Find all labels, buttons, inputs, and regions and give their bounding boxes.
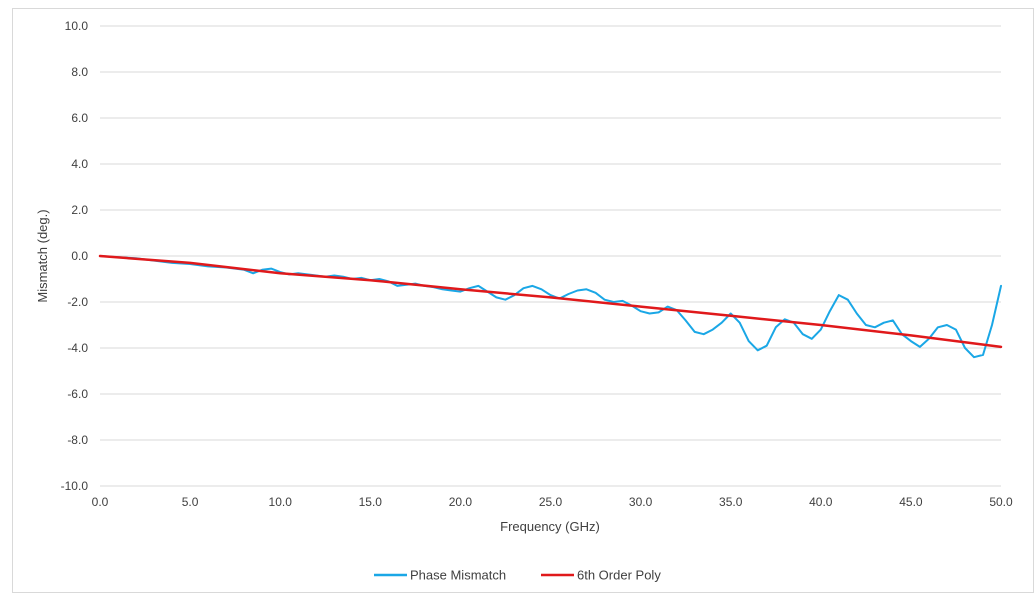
x-tick-label: 25.0	[539, 495, 563, 509]
x-tick-label: 40.0	[809, 495, 833, 509]
y-tick-label: 8.0	[71, 65, 88, 79]
y-tick-label: 2.0	[71, 203, 88, 217]
x-axis-title: Frequency (GHz)	[500, 519, 600, 534]
x-tick-label: 5.0	[182, 495, 199, 509]
series-line-phase-mismatch	[99, 255, 1002, 359]
y-tick-label: -10.0	[61, 479, 89, 493]
plot-area	[98, 254, 1003, 359]
y-tick-label: -4.0	[67, 341, 88, 355]
legend-label: 6th Order Poly	[577, 568, 661, 583]
x-tick-label: 0.0	[92, 495, 109, 509]
chart-frame	[12, 8, 1034, 593]
y-tick-label: 6.0	[71, 111, 88, 125]
y-tick-label: 4.0	[71, 157, 88, 171]
legend: Phase Mismatch 6th Order Poly	[374, 568, 661, 583]
x-tick-label: 50.0	[989, 495, 1013, 509]
series-line-poly-fit	[98, 254, 1003, 349]
x-tick-label: 35.0	[719, 495, 743, 509]
gridlines	[100, 25, 1001, 487]
x-tick-label: 30.0	[629, 495, 653, 509]
x-tick-label: 10.0	[269, 495, 293, 509]
x-tick-label: 15.0	[359, 495, 383, 509]
x-tick-labels: 0.0 5.0 10.0 15.0 20.0 25.0 30.0 35.0 40.0 45.0 50…	[92, 495, 1013, 509]
x-tick-label: 45.0	[899, 495, 923, 509]
y-tick-label: 10.0	[65, 19, 89, 33]
x-tick-label: 20.0	[449, 495, 473, 509]
y-tick-label: -2.0	[67, 295, 88, 309]
y-axis-title: Mismatch (deg.)	[35, 209, 50, 302]
y-tick-labels: 10.0 8.0 6.0 4.0 2.0 0.0 -2.0 -4.0 -6.0 -8.0 -10.0	[61, 19, 89, 493]
y-tick-label: -6.0	[67, 387, 88, 401]
legend-label: Phase Mismatch	[410, 568, 506, 583]
y-tick-label: -8.0	[67, 433, 88, 447]
y-tick-label: 0.0	[71, 249, 88, 263]
